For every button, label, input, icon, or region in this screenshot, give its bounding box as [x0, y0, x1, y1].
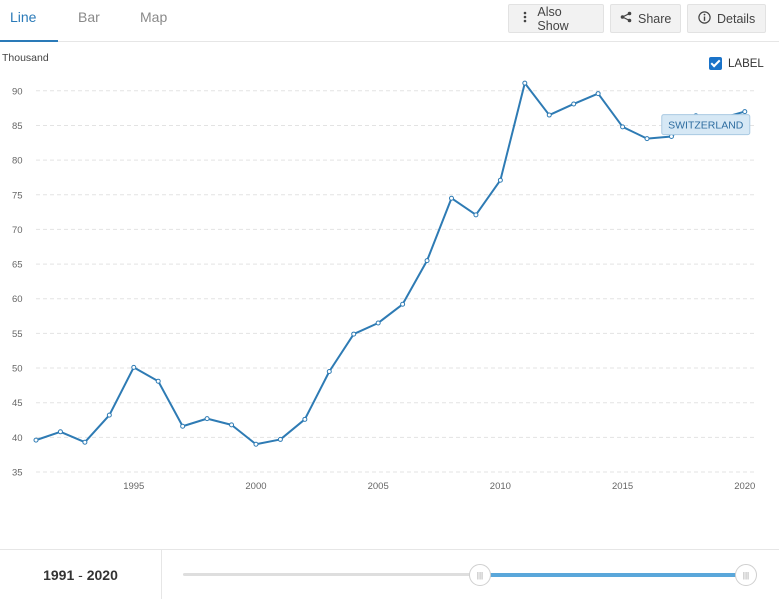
data-point[interactable] — [620, 124, 626, 130]
y-tick-label: 40 — [12, 433, 23, 444]
checkbox-icon[interactable] — [709, 57, 722, 70]
y-tick-label: 90 — [12, 86, 23, 97]
x-tick-label: 1995 — [123, 481, 144, 492]
time-range-bar: 1991 - 2020 ||| ||| — [0, 549, 779, 599]
range-slider-fill — [480, 573, 746, 577]
vertical-dots-icon — [518, 11, 531, 26]
range-end: 2020 — [86, 567, 118, 583]
data-point[interactable] — [277, 436, 283, 442]
data-point[interactable] — [33, 437, 39, 443]
label-toggle-text: LABEL — [728, 57, 764, 70]
data-point[interactable] — [155, 378, 161, 384]
data-point[interactable] — [644, 136, 650, 142]
chart-type-tabs: Line Bar Map Also Show Share Details — [0, 0, 779, 42]
data-point[interactable] — [571, 101, 577, 107]
range-slider-start-handle[interactable]: ||| — [469, 564, 491, 586]
tab-bar[interactable]: Bar — [78, 9, 100, 25]
data-point[interactable] — [668, 134, 674, 140]
data-point[interactable] — [595, 91, 601, 97]
data-point[interactable] — [400, 301, 406, 307]
x-tick-label: 2010 — [490, 481, 511, 492]
data-point[interactable] — [302, 416, 308, 422]
data-point[interactable] — [497, 177, 503, 183]
y-tick-label: 35 — [12, 468, 23, 479]
x-tick-label: 2005 — [368, 481, 389, 492]
data-point[interactable] — [131, 364, 137, 370]
data-point[interactable] — [522, 80, 528, 86]
share-label: Share — [638, 11, 672, 26]
y-tick-label: 55 — [12, 329, 23, 340]
data-point[interactable] — [473, 212, 479, 218]
y-tick-label: 75 — [12, 190, 23, 201]
y-axis-unit-label: Thousand — [2, 52, 49, 64]
tab-map[interactable]: Map — [140, 9, 168, 25]
data-point[interactable] — [326, 369, 332, 374]
data-point[interactable] — [424, 258, 430, 264]
x-tick-label: 2020 — [734, 481, 755, 492]
data-point[interactable] — [106, 412, 112, 418]
y-tick-label: 85 — [12, 121, 23, 132]
x-tick-label: 2000 — [245, 481, 266, 492]
data-point[interactable] — [742, 109, 748, 115]
also-show-button[interactable]: Also Show — [508, 4, 604, 33]
y-tick-label: 70 — [12, 225, 23, 236]
data-point[interactable] — [253, 441, 259, 447]
data-point[interactable] — [229, 422, 235, 428]
series-label-box — [661, 114, 751, 136]
data-point[interactable] — [375, 320, 381, 326]
series-line — [35, 82, 746, 446]
data-point[interactable] — [57, 429, 63, 435]
series-label: SWITZERLAND — [668, 120, 744, 132]
tab-line[interactable]: Line — [0, 0, 58, 42]
data-point[interactable] — [546, 112, 552, 118]
x-tick-label: 2015 — [612, 481, 633, 492]
range-slider-track[interactable] — [183, 573, 748, 576]
data-point[interactable] — [204, 416, 210, 422]
range-display: 1991 - 2020 — [0, 550, 162, 599]
data-point[interactable] — [82, 439, 88, 445]
label-toggle[interactable]: LABEL — [709, 57, 764, 70]
share-button[interactable]: Share — [610, 4, 681, 33]
data-point[interactable] — [180, 423, 186, 429]
range-separator: - — [74, 567, 87, 583]
y-tick-label: 65 — [12, 260, 23, 271]
data-point[interactable] — [448, 195, 454, 201]
line-chart: 35 40 45 50 55 60 65 70 75 80 85 90 1995 2000 2005 2010… — [12, 80, 757, 492]
details-button[interactable]: Details — [687, 4, 766, 33]
y-tick-label: 50 — [12, 364, 23, 375]
y-tick-label: 80 — [12, 156, 23, 167]
share-icon — [620, 11, 632, 26]
details-label: Details — [717, 11, 756, 26]
info-icon — [697, 10, 711, 27]
y-tick-label: 60 — [12, 294, 23, 305]
also-show-label: Also Show — [537, 4, 569, 33]
y-tick-label: 45 — [12, 398, 23, 409]
data-point[interactable] — [351, 331, 357, 337]
range-start: 1991 — [43, 567, 75, 583]
range-slider-end-handle[interactable]: ||| — [735, 564, 757, 586]
